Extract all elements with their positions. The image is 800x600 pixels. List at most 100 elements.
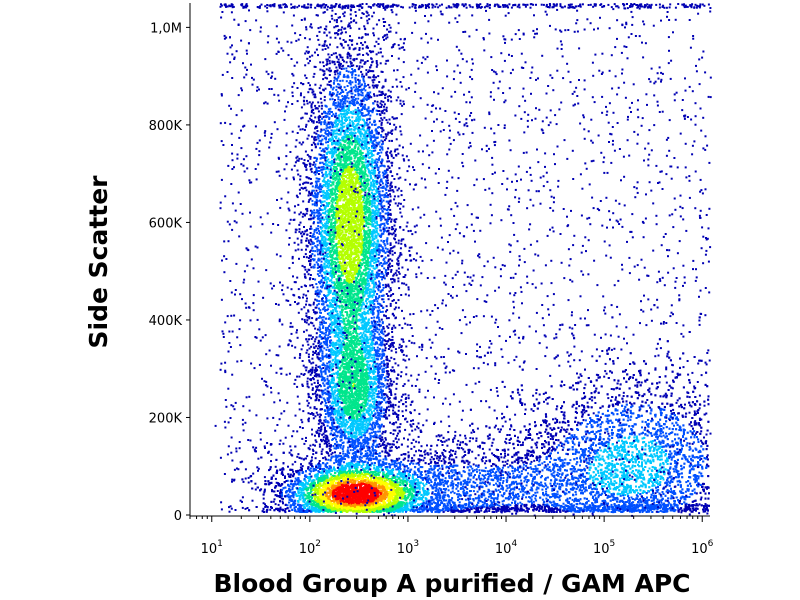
event-dot <box>332 126 334 128</box>
event-dot <box>339 80 341 82</box>
event-dot <box>328 325 330 327</box>
event-dot <box>324 239 326 241</box>
event-dot <box>400 103 402 105</box>
event-dot <box>420 310 422 312</box>
event-dot <box>371 200 373 202</box>
event-dot <box>375 124 377 126</box>
event-dot <box>359 53 361 55</box>
event-dot <box>385 133 387 135</box>
event-dot <box>345 31 347 33</box>
event-dot <box>335 179 337 181</box>
event-dot <box>327 113 329 115</box>
event-dot <box>391 55 393 57</box>
event-dot <box>389 193 391 195</box>
event-dot <box>386 309 388 311</box>
event-dot <box>308 356 310 358</box>
event-dot <box>379 149 381 151</box>
event-dot <box>408 250 410 252</box>
event-dot <box>363 199 365 201</box>
event-dot <box>318 300 320 302</box>
event-dot <box>400 190 402 192</box>
event-dot <box>403 229 405 231</box>
event-dot <box>323 65 325 67</box>
event-dot <box>377 321 379 323</box>
event-dot <box>373 238 375 240</box>
event-dot <box>307 182 309 184</box>
event-dot <box>285 144 287 146</box>
event-dot <box>400 247 402 249</box>
event-dot <box>315 319 317 321</box>
event-dot <box>387 122 389 124</box>
event-dot <box>345 89 347 91</box>
event-dot <box>393 124 395 126</box>
event-dot <box>349 39 351 41</box>
event-dot <box>327 346 329 348</box>
event-dot <box>360 278 362 280</box>
event-dot <box>309 228 311 230</box>
event-dot <box>335 113 337 115</box>
event-dot <box>332 124 334 126</box>
event-dot <box>306 237 308 239</box>
event-dot <box>351 248 353 250</box>
event-dot <box>374 205 376 207</box>
event-dot <box>375 76 377 78</box>
event-dot <box>325 332 327 334</box>
event-dot <box>295 146 297 148</box>
event-dot <box>328 299 330 301</box>
event-dot <box>317 225 319 227</box>
event-dot <box>310 266 312 268</box>
event-dot <box>304 53 306 55</box>
event-dot <box>317 273 319 275</box>
event-dot <box>302 117 304 119</box>
event-dot <box>316 121 318 123</box>
event-dot <box>380 91 382 93</box>
event-dot <box>380 244 382 246</box>
event-dot <box>353 86 355 88</box>
event-dot <box>397 153 399 155</box>
event-dot <box>366 199 368 201</box>
event-dot <box>327 141 329 143</box>
event-dot <box>378 141 380 143</box>
event-dot <box>380 262 382 264</box>
event-dot <box>441 302 443 304</box>
event-dot <box>337 276 339 278</box>
event-dot <box>364 211 366 213</box>
event-dot <box>297 249 299 251</box>
event-dot <box>380 165 382 167</box>
event-dot <box>390 287 392 289</box>
event-dot <box>377 200 379 202</box>
event-dot <box>350 13 352 15</box>
event-dot <box>316 286 318 288</box>
event-dot <box>319 147 321 149</box>
event-dot <box>316 232 318 234</box>
event-dot <box>377 214 379 216</box>
event-dot <box>396 117 398 119</box>
event-dot <box>329 32 331 34</box>
event-dot <box>377 331 379 333</box>
event-dot <box>326 202 328 204</box>
event-dot <box>313 209 315 211</box>
event-dot <box>324 306 326 308</box>
event-dot <box>381 143 383 145</box>
event-dot <box>398 188 400 190</box>
event-dot <box>329 98 331 100</box>
event-dot <box>360 42 362 44</box>
event-dot <box>329 74 331 76</box>
event-dot <box>393 157 395 159</box>
event-dot <box>390 248 392 250</box>
event-dot <box>364 28 366 30</box>
event-dot <box>396 173 398 175</box>
event-dot <box>299 129 301 131</box>
event-dot <box>371 321 373 323</box>
event-dot <box>321 113 323 115</box>
event-dot <box>340 233 342 235</box>
event-dot <box>302 200 304 202</box>
event-dot <box>361 37 363 39</box>
event-dot <box>371 170 373 172</box>
event-dot <box>396 258 398 260</box>
event-dot <box>308 135 310 137</box>
event-dot <box>274 121 276 123</box>
event-dot <box>400 240 402 242</box>
event-dot <box>330 37 332 39</box>
event-dot <box>378 81 380 83</box>
